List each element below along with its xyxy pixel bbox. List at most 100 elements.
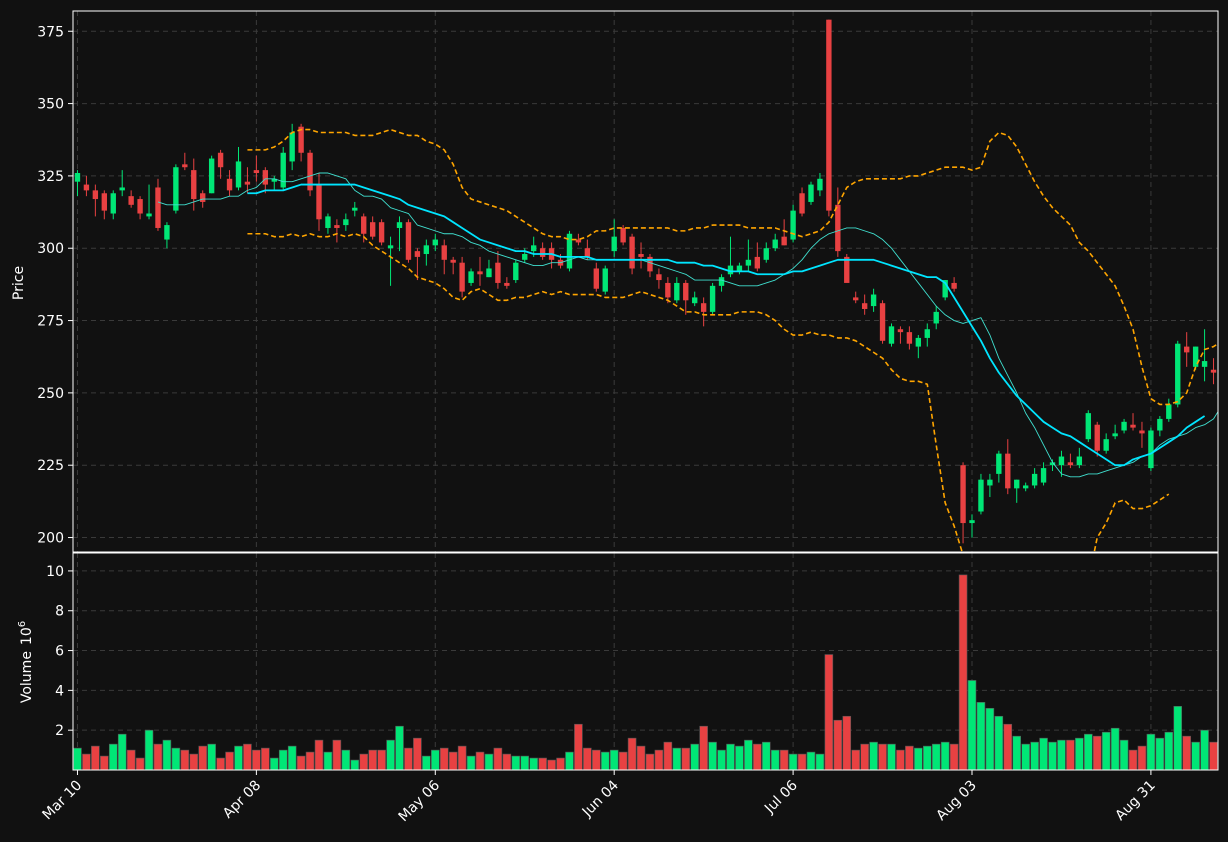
candle-body: [343, 219, 349, 226]
indicator-line-1: [157, 172, 1218, 478]
volume-tick-label: 2: [55, 723, 64, 739]
candle-body: [1184, 346, 1190, 353]
candle-body: [1014, 479, 1020, 489]
candle-body: [92, 190, 99, 200]
volume-bar: [359, 753, 368, 770]
volume-bar: [520, 755, 530, 770]
price-tick-label: 300: [37, 241, 64, 257]
volume-bar: [153, 743, 163, 770]
indicator-lines: [157, 128, 1218, 552]
candle-body: [504, 282, 510, 286]
volume-bar: [538, 757, 547, 770]
candle-body: [1148, 430, 1154, 469]
candle-body: [253, 170, 260, 174]
volume-axis-exponent-base: 10: [19, 627, 35, 645]
candle-body: [235, 161, 242, 188]
candle-body: [978, 479, 984, 512]
volume-tick-label: 10: [46, 564, 64, 580]
candle-body: [996, 453, 1002, 474]
candle-body: [692, 297, 698, 304]
volume-bar: [547, 759, 556, 770]
volume-bar: [735, 745, 744, 770]
volume-bar: [377, 749, 386, 770]
volume-bar: [305, 751, 315, 770]
volume-bar: [216, 757, 225, 770]
volume-bar: [100, 755, 109, 770]
candle-body: [191, 170, 197, 200]
volume-bar: [618, 751, 628, 770]
volume-bar: [860, 743, 869, 770]
candle-body: [164, 225, 170, 240]
volume-bar: [797, 753, 807, 770]
volume-bar: [234, 745, 243, 770]
volume-bar: [323, 751, 333, 770]
volume-bar: [484, 753, 494, 770]
candle-body: [289, 132, 295, 162]
candle-body: [1112, 433, 1118, 437]
candle-body: [1040, 468, 1047, 483]
candle-body: [1005, 453, 1011, 489]
volume-bar: [761, 741, 771, 770]
volume-bar: [726, 743, 735, 770]
candle-body: [888, 326, 895, 344]
volume-bar: [815, 753, 825, 770]
candle-body: [361, 216, 367, 234]
volume-bar: [1182, 735, 1191, 770]
volume-bar: [940, 741, 950, 770]
volume-bar: [457, 745, 467, 770]
volume-bar: [878, 743, 887, 770]
volume-bar: [994, 715, 1004, 770]
volume-bar: [1200, 729, 1209, 770]
volume-bar: [1084, 733, 1093, 770]
volume-bar: [162, 739, 172, 770]
candle-body: [226, 178, 233, 191]
candle-body: [942, 280, 948, 298]
candle-body: [1031, 473, 1038, 486]
volume-bar: [117, 733, 127, 770]
candle-body: [915, 337, 922, 347]
candle-body: [1076, 456, 1083, 466]
volume-bar: [332, 739, 342, 770]
volume-bar: [529, 757, 538, 770]
volume-bar: [144, 729, 154, 770]
volume-axis-label-text: Volume: [19, 651, 35, 703]
volume-bar: [404, 747, 413, 770]
volume-bar: [1092, 735, 1102, 770]
candle-body: [182, 164, 188, 168]
volume-bar: [592, 749, 601, 770]
candle-body: [387, 245, 394, 249]
candle-body: [110, 193, 116, 214]
candle-body: [897, 329, 904, 333]
volume-bar: [135, 757, 145, 770]
candle-body: [665, 282, 671, 298]
candle-body: [647, 256, 653, 272]
volume-bar: [466, 755, 476, 770]
candle-body: [620, 227, 626, 243]
candle-body: [155, 187, 161, 228]
candle-body: [119, 187, 125, 191]
candle-body: [1210, 369, 1217, 373]
volume-bar: [851, 749, 860, 770]
volume-bar: [296, 755, 306, 770]
volume-bar: [824, 654, 834, 770]
volume-bar: [180, 749, 190, 770]
candle-body: [1130, 424, 1136, 428]
candles: [74, 19, 1217, 544]
candle-body: [933, 311, 939, 324]
volume-bar: [108, 743, 118, 770]
volume-bar: [1039, 737, 1048, 770]
volume-bar: [207, 743, 216, 770]
y-axis-ticks: 200 225 250 275 300 325 350 375 2 4 6 8 10: [37, 24, 73, 739]
candle-body: [835, 204, 841, 252]
candle-body: [200, 193, 206, 202]
volume-bar: [1021, 743, 1030, 770]
volume-bar: [753, 743, 762, 770]
price-tick-label: 225: [37, 458, 64, 474]
candle-body: [74, 173, 81, 182]
candle-body: [352, 207, 358, 211]
volume-bar: [439, 747, 449, 770]
volume-bar: [958, 574, 968, 770]
volume-bar: [636, 745, 646, 770]
volume-bar: [1101, 731, 1111, 770]
volume-grid: [73, 553, 1218, 770]
